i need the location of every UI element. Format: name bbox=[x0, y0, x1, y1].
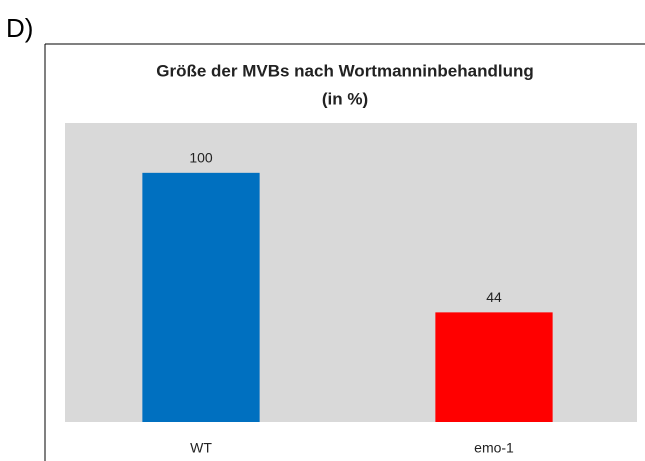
x-tick-label: WT bbox=[190, 440, 212, 456]
value-label: 44 bbox=[486, 289, 502, 305]
bar bbox=[142, 172, 260, 422]
x-tick-label: emo-1 bbox=[474, 440, 514, 456]
panel-label: D) bbox=[6, 13, 33, 43]
bar bbox=[435, 312, 553, 422]
chart-title: Größe der MVBs nach Wortmanninbehandlung bbox=[156, 61, 534, 80]
value-label: 100 bbox=[189, 150, 213, 166]
chart-subtitle: (in %) bbox=[322, 89, 368, 108]
